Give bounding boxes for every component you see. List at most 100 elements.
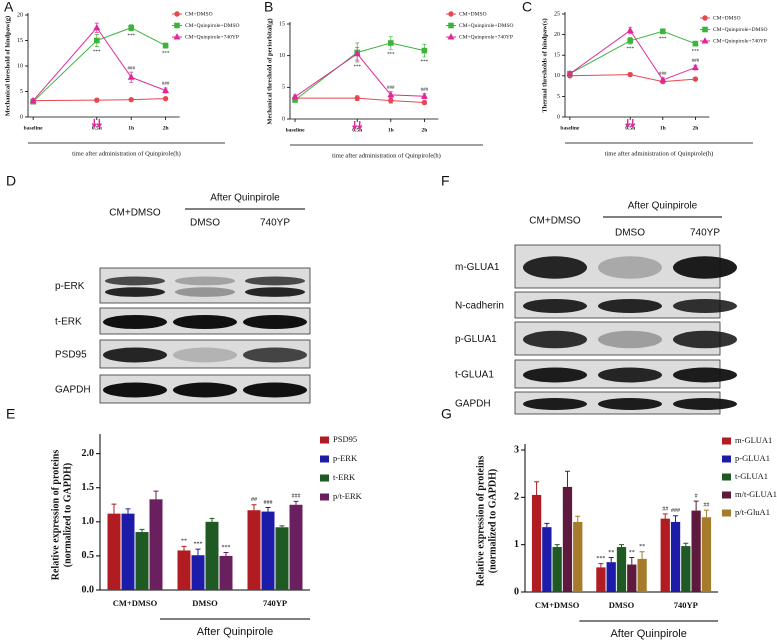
marker xyxy=(692,76,699,82)
blot-band xyxy=(523,367,587,383)
x-tick-label: DMSO xyxy=(609,600,635,610)
bar xyxy=(219,555,233,590)
y-tick-label: 10 xyxy=(279,53,285,59)
y-tick-label: 1.0 xyxy=(82,516,95,527)
blot-band xyxy=(598,330,662,349)
series-line xyxy=(33,98,166,102)
x-tick-label: DMSO xyxy=(192,598,218,608)
blot-band xyxy=(103,315,167,329)
bar xyxy=(531,494,542,592)
legend-swatch xyxy=(722,491,731,499)
significance: ## xyxy=(251,497,257,503)
legend-label: t-GLUA1 xyxy=(735,471,768,481)
y-tick-label: 0 xyxy=(557,114,560,120)
bar xyxy=(275,527,289,590)
x-axis-label: time after administration of Quinpirole(… xyxy=(72,150,181,157)
blot-band xyxy=(103,347,167,363)
error-bar xyxy=(608,556,614,563)
row-label: N-cadherin xyxy=(455,301,504,312)
marker xyxy=(354,95,360,101)
error-bar xyxy=(703,509,709,518)
lane-label: 740YP xyxy=(690,228,720,239)
marker xyxy=(94,37,100,44)
row-label: GAPDH xyxy=(55,385,91,396)
y-tick-label: 15 xyxy=(279,21,285,27)
lane-label: CM+DMSO xyxy=(529,216,581,227)
error-bar xyxy=(575,515,581,522)
bar xyxy=(616,547,627,592)
series-line xyxy=(294,53,425,98)
x-axis-label: time after administration of Quinpirole(… xyxy=(332,152,441,159)
significance: *** xyxy=(162,51,170,56)
row-label: t-GLUA1 xyxy=(455,370,494,381)
blot-band xyxy=(175,276,235,286)
error-bar xyxy=(598,563,604,568)
legend-label: CM+Quinpirole+740YP xyxy=(185,34,239,40)
significance: ### xyxy=(162,82,170,87)
x-tick-label: 740YP xyxy=(263,598,287,608)
marker xyxy=(626,26,634,33)
blot-band xyxy=(598,299,662,313)
significance: ## xyxy=(662,506,668,512)
blot-band xyxy=(523,299,587,313)
error-bar xyxy=(195,548,201,556)
x-tick-label: 0.5h xyxy=(625,125,635,131)
bar xyxy=(660,518,670,592)
legend-swatch xyxy=(722,455,731,463)
marker xyxy=(128,96,134,103)
y-tick-label: 0 xyxy=(20,114,23,120)
marker xyxy=(566,69,574,77)
error-bar xyxy=(293,500,299,505)
marker xyxy=(627,71,633,78)
error-bar xyxy=(534,481,540,495)
x-tick-label: 1h xyxy=(660,125,666,131)
x-tick-label: CM+DMSO xyxy=(113,598,158,608)
panel-letter: A xyxy=(4,0,14,15)
legend-label: CM+Quinpirole+DMSO xyxy=(713,27,768,33)
y-tick-label: 3 xyxy=(514,444,519,455)
legend-label: p/t-GluA1 xyxy=(735,507,770,517)
blot-band xyxy=(598,367,662,383)
panel-letter: D xyxy=(6,173,16,189)
y-tick-label: 10 xyxy=(554,73,560,79)
lane-label: 740YP xyxy=(260,218,290,229)
bar xyxy=(552,547,562,592)
significance: *** xyxy=(421,60,429,65)
y-tick-label: 0.0 xyxy=(82,584,95,595)
series-line xyxy=(295,97,425,104)
y-tick-label: 15 xyxy=(17,38,23,44)
legend-label: t-ERK xyxy=(333,472,356,482)
blot-band xyxy=(673,256,737,279)
blot-band xyxy=(523,398,587,410)
significance: # xyxy=(695,493,698,499)
error-bar xyxy=(209,517,215,522)
marker xyxy=(162,42,169,49)
bar xyxy=(691,510,701,592)
legend-label: CM+DMSO xyxy=(713,15,741,21)
marker xyxy=(421,99,428,106)
x-axis-label: time after administration of Quinpirole(… xyxy=(605,150,714,157)
y-tick-label: 1 xyxy=(514,539,519,550)
error-bar xyxy=(554,544,560,548)
blot-band xyxy=(243,315,307,329)
legend-label: p/t-ERK xyxy=(333,491,363,501)
row-label: p-GLUA1 xyxy=(455,334,497,345)
bar xyxy=(681,546,691,592)
legend-swatch xyxy=(722,437,731,445)
significance: *** xyxy=(626,47,634,52)
bar xyxy=(701,517,712,592)
blot-band xyxy=(673,367,737,383)
blot-band xyxy=(175,287,235,297)
error-bar xyxy=(629,556,635,565)
marker xyxy=(627,37,634,44)
significance: ** xyxy=(181,539,187,545)
blot-band xyxy=(243,382,307,398)
significance: *** xyxy=(353,65,361,70)
bar xyxy=(562,486,573,592)
arrow xyxy=(96,119,102,129)
marker xyxy=(448,22,454,29)
significance: ** xyxy=(639,544,645,550)
legend-label: m-GLUA1 xyxy=(735,435,772,445)
significance: ** xyxy=(608,550,614,556)
x-tick-label: 2h xyxy=(163,125,169,131)
